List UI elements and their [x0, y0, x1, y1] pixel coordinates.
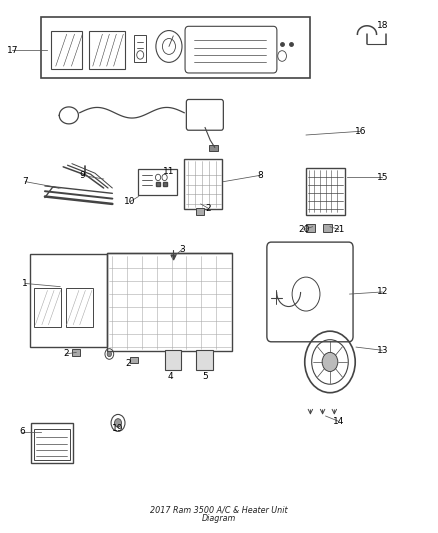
Text: 15: 15 [376, 173, 388, 182]
Bar [184, 159, 223, 209]
Text: Diagram: Diagram [202, 514, 236, 523]
Text: 16: 16 [355, 127, 366, 136]
Bar [196, 208, 204, 215]
Bar [107, 253, 233, 351]
Bar [66, 288, 93, 327]
Text: 2: 2 [63, 350, 69, 359]
Text: 11: 11 [163, 166, 175, 175]
Bar [306, 168, 345, 215]
Text: 18: 18 [376, 21, 388, 30]
Text: 9: 9 [79, 171, 85, 180]
Bar [89, 30, 125, 69]
Text: 14: 14 [333, 417, 344, 426]
Bar [130, 357, 138, 363]
Text: 2017 Ram 3500 A/C & Heater Unit: 2017 Ram 3500 A/C & Heater Unit [150, 506, 288, 515]
Bar [165, 350, 181, 370]
Bar [138, 169, 177, 195]
Text: 19: 19 [112, 424, 124, 433]
Circle shape [107, 351, 112, 357]
Text: 13: 13 [376, 346, 388, 355]
Text: 7: 7 [22, 177, 28, 186]
Text: 5: 5 [202, 372, 208, 381]
Text: 20: 20 [298, 225, 310, 234]
Bar [209, 144, 218, 151]
Circle shape [115, 419, 121, 427]
Text: 10: 10 [124, 197, 135, 206]
Bar [30, 254, 107, 347]
Bar [41, 17, 311, 78]
Text: 8: 8 [258, 171, 263, 180]
Bar [51, 30, 82, 69]
Text: 1: 1 [22, 279, 28, 288]
Text: 17: 17 [7, 46, 18, 55]
Text: 2: 2 [126, 359, 131, 367]
Bar [34, 288, 61, 327]
Bar [306, 224, 315, 232]
Text: 12: 12 [377, 287, 388, 296]
Text: 3: 3 [179, 245, 185, 254]
Circle shape [322, 352, 338, 372]
Text: 21: 21 [333, 225, 344, 234]
Bar [323, 224, 332, 232]
Bar [31, 423, 73, 463]
Bar [134, 35, 146, 62]
Bar [35, 429, 70, 459]
Text: 4: 4 [167, 372, 173, 381]
Bar [72, 349, 80, 356]
Bar [196, 350, 213, 370]
Text: 2: 2 [205, 204, 211, 213]
Text: 6: 6 [19, 427, 25, 437]
